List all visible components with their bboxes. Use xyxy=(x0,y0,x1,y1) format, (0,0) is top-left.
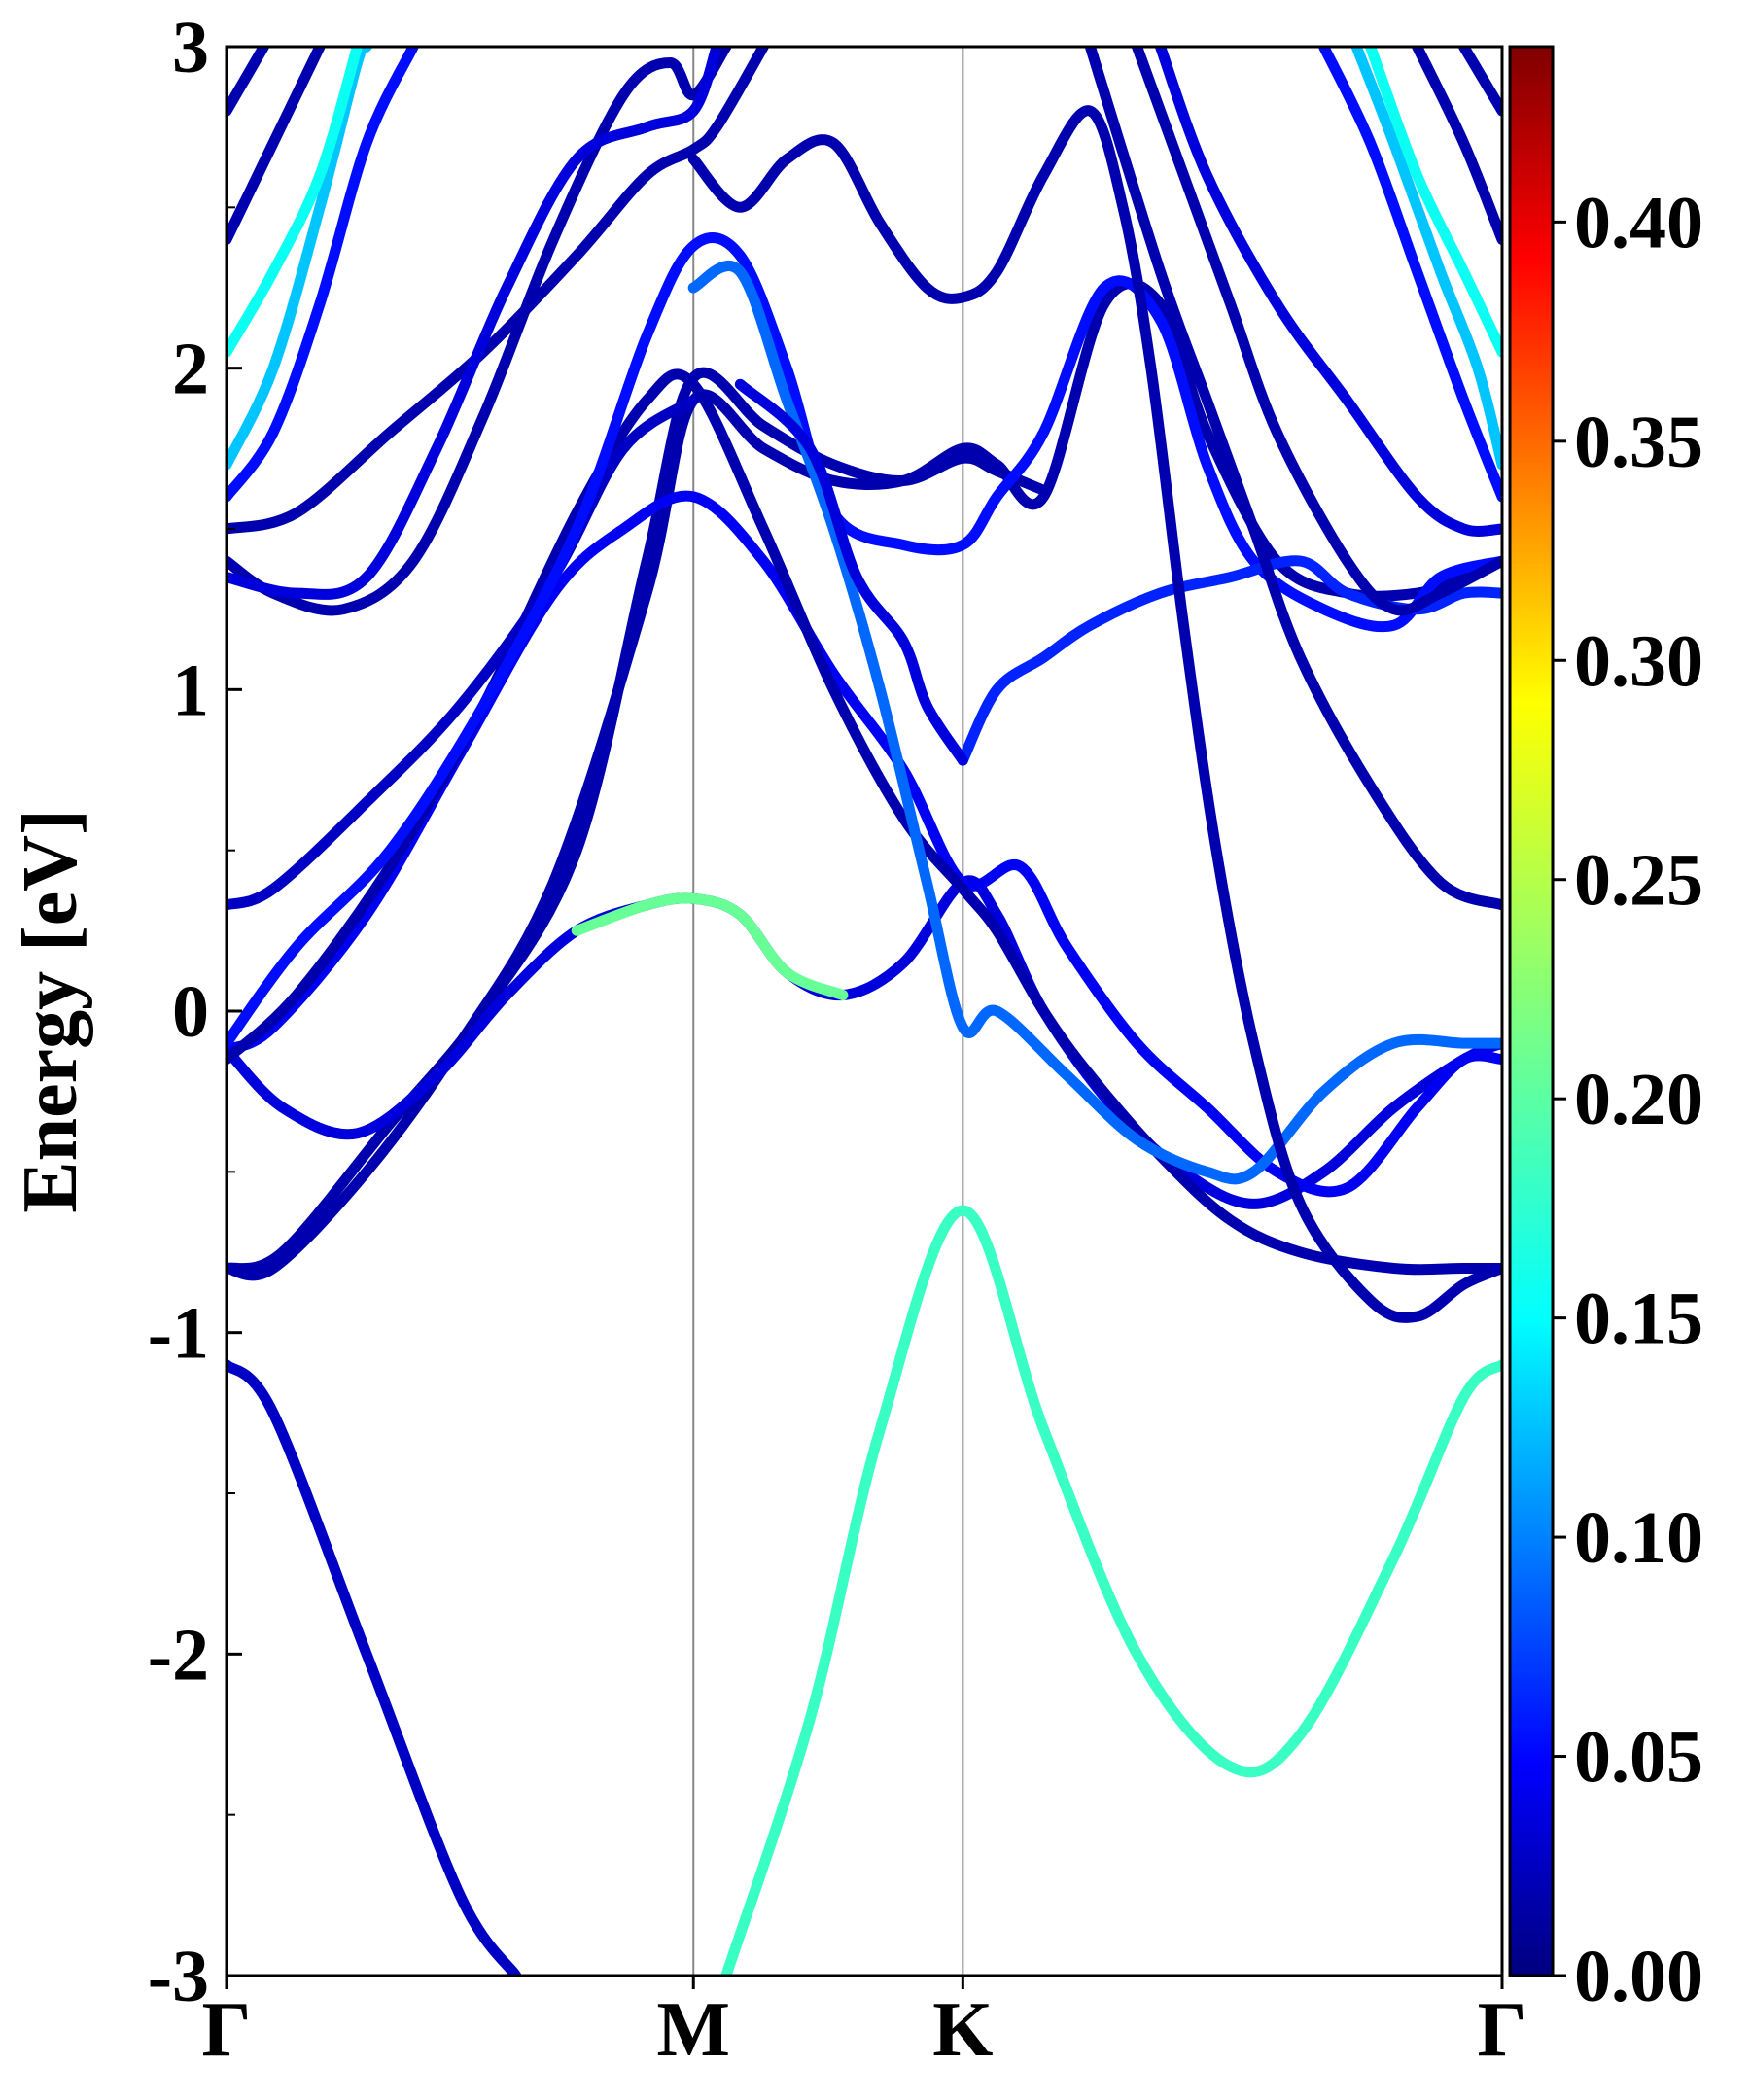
band-line xyxy=(227,47,419,503)
colorbar-tick-label: 0.35 xyxy=(1574,402,1703,483)
band-line xyxy=(227,47,363,358)
band-line xyxy=(1458,47,1502,117)
band-line xyxy=(227,367,1049,1275)
colorbar-tick-label: 0.20 xyxy=(1574,1059,1703,1140)
k-point-label: Γ xyxy=(1478,1987,1527,2073)
band-line xyxy=(687,105,1502,1323)
y-tick-label: 2 xyxy=(172,329,209,410)
colorbar-tick-label: 0.05 xyxy=(1574,1717,1703,1799)
band-lines xyxy=(227,47,1502,1976)
band-line xyxy=(720,1205,1502,1976)
k-point-label: Γ xyxy=(202,1987,252,2073)
band-line xyxy=(1412,47,1502,245)
y-axis-ticks: 3 2 1 0 -1 -2 -3 xyxy=(148,7,242,2017)
band-line xyxy=(227,47,326,245)
y-tick-label: -3 xyxy=(148,1936,209,2017)
band-line xyxy=(227,278,1502,1281)
band-line xyxy=(1084,47,1502,911)
band-line xyxy=(1155,47,1502,537)
y-tick-label: 0 xyxy=(172,971,209,1053)
y-tick-label: 1 xyxy=(172,649,209,731)
band-line xyxy=(1132,47,1502,616)
colorbar-tick-label: 0.10 xyxy=(1574,1497,1703,1579)
band-line xyxy=(957,555,1502,766)
y-tick-label: -1 xyxy=(148,1293,209,1375)
k-point-label: K xyxy=(932,1987,993,2073)
plot-frame xyxy=(225,45,1504,1978)
y-tick-label: -2 xyxy=(148,1614,209,1696)
band-line xyxy=(687,261,1502,1185)
colorbar-tick-label: 0.25 xyxy=(1574,840,1703,922)
colorbar xyxy=(1508,45,1555,1978)
band-line xyxy=(734,378,968,766)
colorbar-tick-label: 0.40 xyxy=(1574,182,1703,263)
band-line xyxy=(1318,47,1502,503)
colorbar-tick-label: 0.00 xyxy=(1574,1936,1703,2017)
colorbar-ticks: 0.00 0.05 0.10 0.15 0.20 0.25 0.30 0.35 0.40 xyxy=(1553,182,1703,2017)
y-axis-label: Energy [eV] xyxy=(8,809,93,1212)
colorbar-tick-label: 0.15 xyxy=(1574,1278,1703,1360)
k-point-vertical-lines xyxy=(692,47,964,1976)
band-line xyxy=(227,47,722,600)
band-line-highlight xyxy=(571,892,849,1000)
band-line xyxy=(1350,47,1502,471)
band-line xyxy=(227,1359,522,1976)
colorbar-tick-label: 0.30 xyxy=(1574,620,1703,702)
k-point-label: M xyxy=(656,1987,730,2073)
band-line xyxy=(227,47,269,117)
band-line xyxy=(227,232,1502,1049)
y-tick-label: 3 xyxy=(172,7,209,88)
band-line xyxy=(1365,47,1502,358)
band-line xyxy=(227,47,769,535)
band-line xyxy=(227,395,699,911)
band-line xyxy=(227,47,732,616)
band-line xyxy=(227,875,1502,1209)
